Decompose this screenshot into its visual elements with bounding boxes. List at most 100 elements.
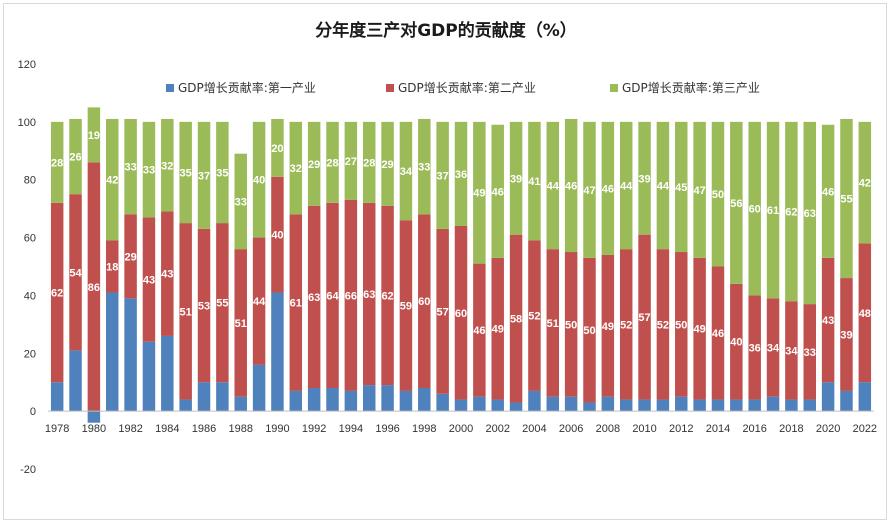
x-tick-label: 1982: [118, 423, 142, 435]
bar-primary-1997: [399, 390, 413, 412]
y-tick-label: -20: [20, 464, 36, 476]
bar-primary-2012: [675, 396, 688, 412]
bar-primary-2016: [748, 399, 761, 412]
bar-primary-1982: [124, 298, 137, 412]
bar-primary-2009: [619, 399, 633, 412]
bar-tertiary-1979: [69, 118, 82, 195]
bar-primary-2007: [583, 402, 596, 412]
legend-label: GDP增长贡献率:第三产业: [622, 80, 760, 95]
bar-secondary-1997: [399, 220, 413, 391]
data-label: 46: [602, 183, 614, 195]
x-tick-label: 1990: [265, 423, 289, 435]
bar-secondary-1985: [179, 223, 192, 400]
legend-label: GDP增长贡献率:第一产业: [178, 80, 316, 95]
bar-tertiary-1984: [161, 118, 174, 212]
bar-primary-1981: [106, 292, 119, 412]
data-label: 34: [785, 345, 798, 357]
bar-primary-1987: [216, 382, 229, 412]
x-tick-label: 1986: [192, 423, 216, 435]
data-label: 37: [198, 170, 210, 182]
data-label: 53: [198, 301, 210, 313]
data-label: 18: [106, 262, 118, 274]
bar-primary-1992: [307, 388, 321, 412]
bar-primary-1978: [50, 382, 64, 412]
data-label: 33: [418, 162, 430, 174]
legend-swatch: [166, 84, 174, 92]
data-label: 40: [253, 175, 265, 187]
data-label: 35: [216, 167, 228, 179]
data-label: 52: [620, 319, 632, 331]
data-label: 51: [547, 318, 559, 330]
bar-tertiary-2007: [583, 121, 596, 258]
x-tick-label: 1988: [228, 423, 252, 435]
bar-primary-2022: [858, 382, 872, 412]
bar-tertiary-2004: [528, 121, 541, 241]
bar-tertiary-2002: [491, 124, 504, 258]
bar-tertiary-2021: [840, 118, 853, 279]
data-label: 50: [712, 189, 724, 201]
bar-tertiary-1986: [197, 121, 211, 229]
data-label: 49: [473, 188, 485, 200]
data-label: 27: [345, 156, 357, 168]
bar-primary-1980: [87, 411, 101, 423]
bar-tertiary-2006: [564, 118, 578, 253]
data-label: 39: [638, 173, 650, 185]
x-tick-label: 2016: [742, 423, 766, 435]
y-tick-label: 100: [18, 117, 36, 129]
bar-primary-1999: [436, 393, 449, 412]
bar-secondary-2013: [693, 257, 706, 400]
data-label: 52: [657, 319, 669, 331]
bar-tertiary-2005: [546, 121, 560, 250]
bar-primary-1984: [161, 335, 174, 412]
bar-secondary-2017: [766, 298, 780, 397]
bar-secondary-2011: [656, 249, 670, 400]
bar-primary-2003: [509, 402, 523, 412]
bar-tertiary-1993: [326, 121, 339, 203]
bar-primary-1990: [271, 292, 284, 412]
bar-secondary-1994: [344, 199, 358, 391]
bar-secondary-1990: [271, 176, 284, 293]
data-label: 50: [583, 325, 595, 337]
bar-primary-2011: [656, 399, 670, 412]
data-label: 46: [822, 186, 834, 198]
bar-tertiary-2001: [473, 121, 486, 264]
bar-primary-2021: [840, 390, 853, 412]
bar-tertiary-2003: [509, 121, 523, 235]
x-tick-label: 2004: [522, 423, 546, 435]
data-label: 36: [749, 343, 761, 355]
bar-tertiary-1978: [50, 121, 64, 203]
data-label: 47: [583, 185, 595, 197]
data-label: 63: [804, 208, 816, 220]
bar-primary-2010: [638, 399, 651, 412]
data-label: 43: [822, 315, 834, 327]
data-label: 40: [271, 230, 283, 242]
data-label: 40: [730, 337, 742, 349]
data-label: 46: [565, 181, 577, 193]
bar-tertiary-1982: [124, 118, 137, 215]
bar-primary-2014: [711, 399, 725, 412]
data-label: 57: [638, 312, 650, 324]
bar-primary-1991: [289, 390, 303, 412]
data-label: 32: [290, 163, 302, 175]
bar-secondary-2004: [528, 240, 541, 391]
data-label: 29: [308, 159, 320, 171]
data-label: 46: [712, 328, 724, 340]
bar-primary-2002: [491, 399, 504, 412]
bar-secondary-1999: [436, 228, 449, 394]
x-tick-label: 2006: [559, 423, 583, 435]
x-tick-label: 2018: [779, 423, 803, 435]
data-label: 28: [326, 157, 338, 169]
data-label: 62: [51, 288, 63, 300]
bar-tertiary-2000: [454, 121, 468, 226]
bar-primary-2017: [766, 396, 780, 412]
bar-secondary-2001: [473, 263, 486, 397]
data-label: 52: [528, 311, 540, 323]
bar-primary-2004: [528, 390, 541, 412]
bar-primary-1996: [381, 385, 394, 412]
bar-tertiary-1980: [87, 107, 101, 163]
bar-secondary-1992: [307, 205, 321, 388]
chart-title: 分年度三产对GDP的贡献度（%）: [315, 21, 577, 41]
bar-primary-1993: [326, 388, 339, 412]
bar-primary-2005: [546, 396, 560, 412]
